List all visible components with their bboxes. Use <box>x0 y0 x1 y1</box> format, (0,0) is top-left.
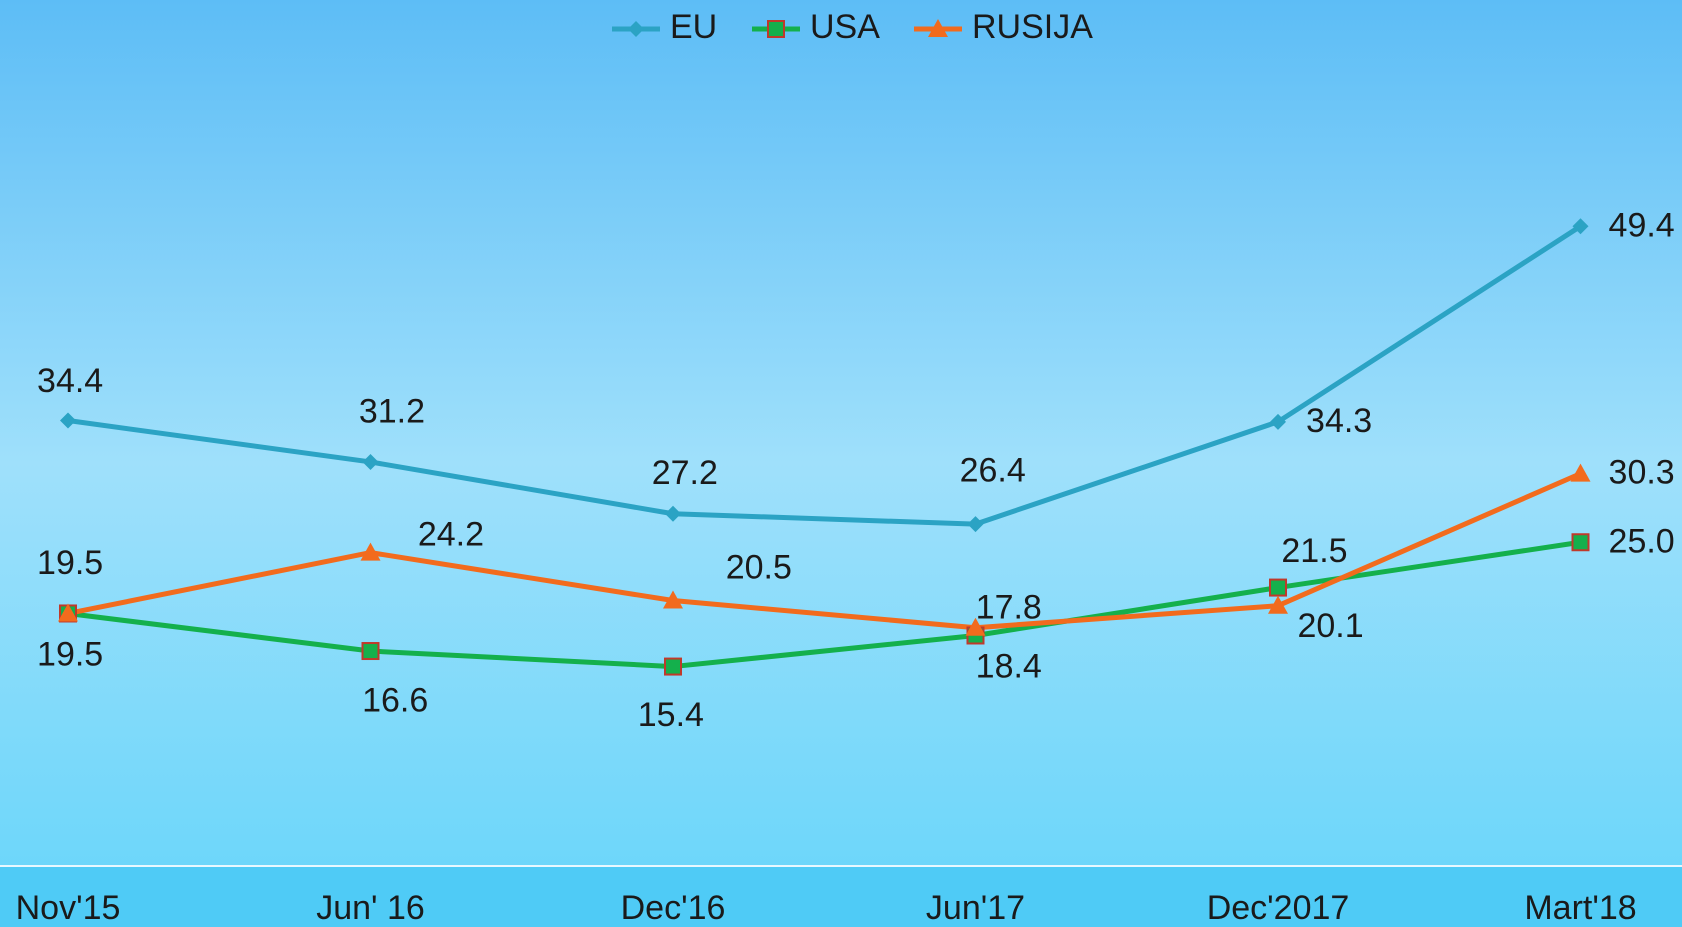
point-marker <box>1269 578 1287 597</box>
x-tick-label: Jun'17 <box>926 889 1025 927</box>
legend-marker <box>928 19 948 37</box>
point-marker <box>1270 413 1286 430</box>
point-marker <box>360 542 381 561</box>
point-marker <box>60 412 76 429</box>
point-marker <box>1268 595 1288 614</box>
legend-label: USA <box>810 8 880 46</box>
series-line <box>67 471 1582 631</box>
series-line <box>67 224 1582 527</box>
point-marker <box>1572 218 1589 235</box>
data-label: 19.5 <box>37 635 103 673</box>
x-tick-label: Dec'2017 <box>1207 889 1350 927</box>
axis-band <box>0 866 1682 927</box>
point-marker <box>665 505 681 522</box>
legend-label: EU <box>670 8 717 46</box>
data-label: 24.2 <box>418 516 484 554</box>
data-label: 34.4 <box>37 362 103 400</box>
legend-label: RUSIJA <box>972 8 1093 46</box>
data-label: 30.3 <box>1609 454 1675 492</box>
data-label: 15.4 <box>638 696 704 734</box>
data-label: 34.3 <box>1306 402 1372 440</box>
x-tick-label: Jun' 16 <box>316 889 425 927</box>
point-marker <box>1571 533 1590 552</box>
data-label: 49.4 <box>1609 206 1675 244</box>
data-label: 17.8 <box>976 589 1042 627</box>
data-label: 26.4 <box>960 452 1026 490</box>
legend-marker <box>628 21 644 37</box>
series-line <box>67 539 1581 670</box>
point-marker <box>1570 463 1591 482</box>
point-marker <box>362 453 379 470</box>
data-label: 16.6 <box>362 682 428 720</box>
data-label: 31.2 <box>359 393 425 431</box>
data-label: 25.0 <box>1609 522 1675 560</box>
point-marker <box>664 657 682 676</box>
point-marker <box>58 603 78 622</box>
data-label: 27.2 <box>652 454 718 492</box>
data-label: 19.5 <box>37 544 103 582</box>
x-tick-label: Nov'15 <box>16 889 121 927</box>
data-label: 18.4 <box>976 647 1042 685</box>
point-marker <box>663 590 683 609</box>
data-label: 21.5 <box>1281 532 1347 570</box>
x-tick-label: Dec'16 <box>621 889 726 927</box>
data-label: 20.5 <box>726 548 792 586</box>
point-marker <box>361 642 380 661</box>
data-label: 20.1 <box>1297 607 1363 645</box>
x-tick-label: Mart'18 <box>1524 889 1636 927</box>
point-marker <box>965 617 986 636</box>
point-marker <box>967 516 984 533</box>
legend-marker <box>767 20 785 38</box>
